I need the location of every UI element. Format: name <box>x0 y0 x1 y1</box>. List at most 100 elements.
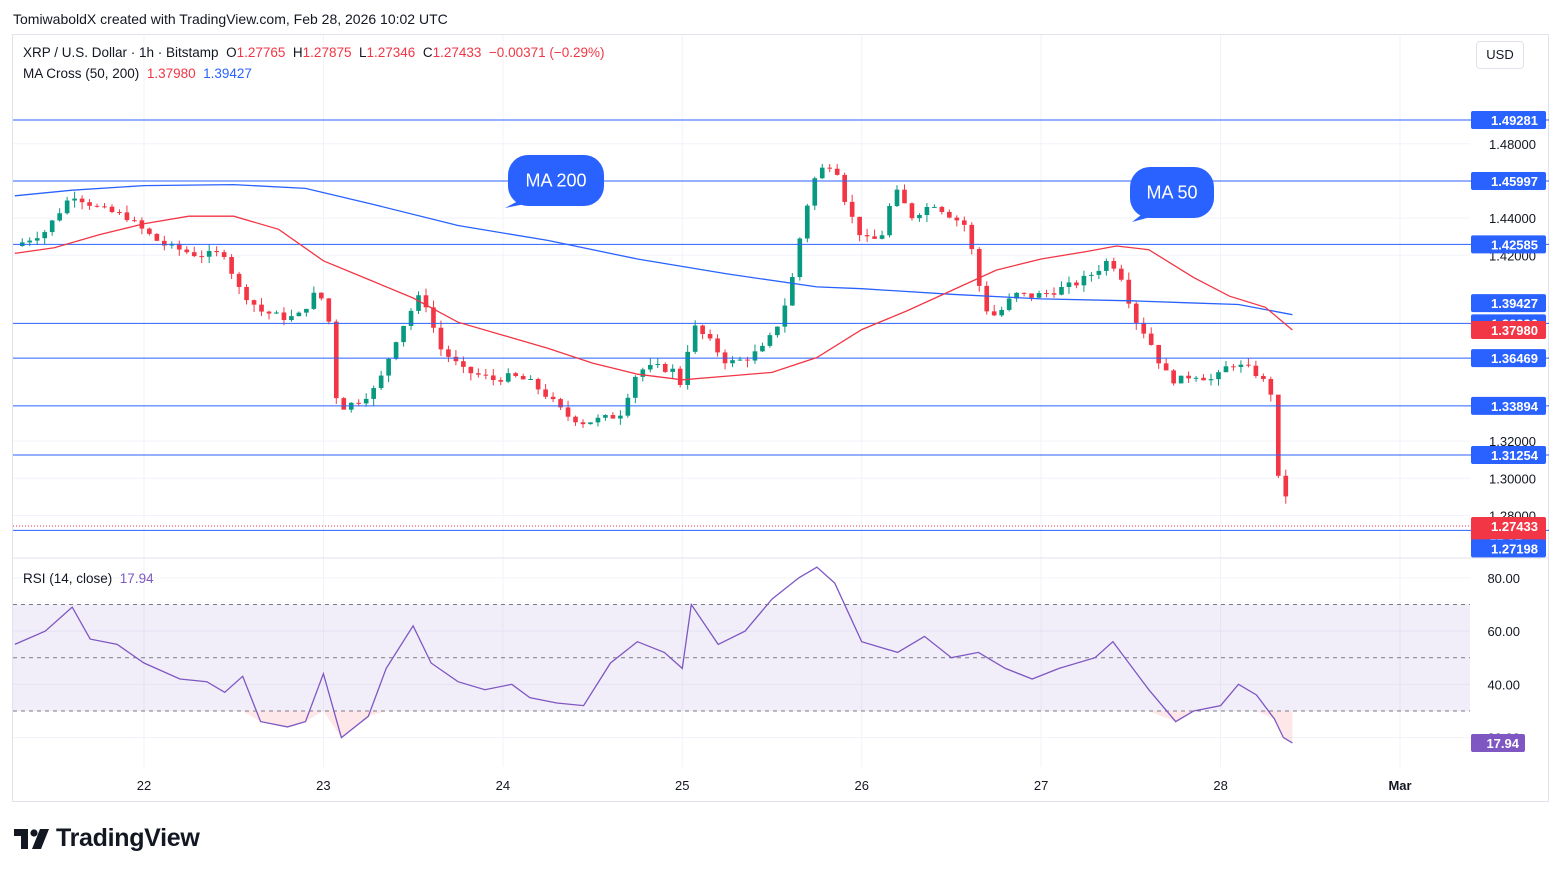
candle-body[interactable] <box>932 206 937 208</box>
candle-body[interactable] <box>1118 268 1124 280</box>
candle-body[interactable] <box>229 256 234 274</box>
candle-body[interactable] <box>490 375 496 381</box>
candle-body[interactable] <box>887 205 892 236</box>
candle-body[interactable] <box>79 198 85 203</box>
candle-body[interactable] <box>1261 376 1266 379</box>
ma200-line[interactable] <box>14 183 1293 316</box>
candle-body[interactable] <box>289 316 294 321</box>
level-tag[interactable] <box>1471 396 1546 415</box>
candle-body[interactable] <box>34 238 40 241</box>
candle-body[interactable] <box>1208 379 1214 381</box>
candle-body[interactable] <box>147 228 152 234</box>
candle-body[interactable] <box>1246 364 1251 366</box>
candle-body[interactable] <box>662 363 668 372</box>
candle-body[interactable] <box>1096 270 1102 275</box>
candle-body[interactable] <box>595 417 601 423</box>
candle-body[interactable] <box>87 202 92 206</box>
candle-body[interactable] <box>244 286 249 301</box>
candle-body[interactable] <box>782 305 788 327</box>
candle-body[interactable] <box>842 174 847 202</box>
candle-body[interactable] <box>767 335 773 346</box>
candle-body[interactable] <box>42 232 48 239</box>
candle-body[interactable] <box>206 251 212 257</box>
candle-body[interactable] <box>1231 366 1236 368</box>
candle-body[interactable] <box>812 178 818 206</box>
candle-body[interactable] <box>633 376 638 398</box>
level-tag[interactable] <box>1471 539 1546 558</box>
candle-body[interactable] <box>864 235 870 237</box>
candle-body[interactable] <box>947 211 952 218</box>
candle-body[interactable] <box>498 380 504 382</box>
candle-body[interactable] <box>969 224 975 250</box>
candle-body[interactable] <box>790 277 795 306</box>
candle-body[interactable] <box>236 273 242 287</box>
candle-body[interactable] <box>909 203 915 219</box>
candle-body[interactable] <box>872 236 877 239</box>
candle-body[interactable] <box>1156 344 1162 364</box>
candle-body[interactable] <box>266 311 272 314</box>
candle-body[interactable] <box>685 351 690 385</box>
candle-body[interactable] <box>102 206 107 208</box>
candle-body[interactable] <box>311 292 317 309</box>
candle-body[interactable] <box>438 327 444 350</box>
level-tag[interactable] <box>1471 349 1546 368</box>
candle-body[interactable] <box>730 360 735 364</box>
candle-body[interactable] <box>677 368 683 385</box>
candle-body[interactable] <box>274 312 279 314</box>
candle-body[interactable] <box>49 220 55 233</box>
level-tag[interactable] <box>1471 235 1546 254</box>
candle-body[interactable] <box>162 240 167 246</box>
candle-body[interactable] <box>57 213 62 221</box>
candle-body[interactable] <box>999 309 1004 316</box>
candle-body[interactable] <box>64 200 70 214</box>
candle-body[interactable] <box>961 220 967 225</box>
candle-body[interactable] <box>917 215 922 219</box>
candle-body[interactable] <box>1081 275 1087 286</box>
candle-body[interactable] <box>670 368 676 372</box>
rsi-value-tag[interactable] <box>1471 734 1525 753</box>
candle-body[interactable] <box>737 359 743 361</box>
ma-label[interactable]: MA Cross (50, 200) <box>23 66 140 81</box>
candle-body[interactable] <box>461 361 466 367</box>
candle-body[interactable] <box>72 198 77 201</box>
rsi-line[interactable] <box>14 566 1293 744</box>
candle-body[interactable] <box>760 345 765 352</box>
candle-body[interactable] <box>296 312 302 317</box>
candle-body[interactable] <box>1029 293 1034 298</box>
candle-body[interactable] <box>446 349 451 357</box>
candle-body[interactable] <box>543 389 548 397</box>
candle-body[interactable] <box>797 238 803 278</box>
candle-body[interactable] <box>341 398 347 410</box>
candle-body[interactable] <box>976 249 982 286</box>
candle-body[interactable] <box>214 251 219 253</box>
candle-body[interactable] <box>1163 363 1169 371</box>
candle-body[interactable] <box>1171 370 1176 384</box>
candle-body[interactable] <box>259 304 264 312</box>
candle-body[interactable] <box>573 416 578 423</box>
candle-body[interactable] <box>902 189 907 204</box>
candle-body[interactable] <box>1283 475 1289 497</box>
candle-body[interactable] <box>505 373 511 382</box>
candle-body[interactable] <box>647 364 653 370</box>
candle-body[interactable] <box>827 167 833 169</box>
ma200-tag[interactable] <box>1471 294 1546 313</box>
candle-body[interactable] <box>692 325 698 352</box>
candle-body[interactable] <box>176 243 182 250</box>
candle-body[interactable] <box>618 415 623 419</box>
candle-body[interactable] <box>483 374 489 376</box>
candle-body[interactable] <box>1201 377 1206 381</box>
candle-body[interactable] <box>184 249 190 253</box>
candle-body[interactable] <box>565 407 571 417</box>
level-tag[interactable] <box>1471 171 1546 190</box>
candle-body[interactable] <box>371 388 376 399</box>
candle-body[interactable] <box>834 168 840 175</box>
ma50-tag[interactable] <box>1471 320 1546 339</box>
candle-body[interactable] <box>453 356 459 362</box>
candle-body[interactable] <box>857 216 862 236</box>
candle-body[interactable] <box>1021 292 1027 294</box>
candle-body[interactable] <box>1133 303 1139 323</box>
candle-body[interactable] <box>124 212 130 221</box>
candle-body[interactable] <box>745 359 750 361</box>
candle-body[interactable] <box>132 220 137 222</box>
candle-body[interactable] <box>1216 372 1221 380</box>
